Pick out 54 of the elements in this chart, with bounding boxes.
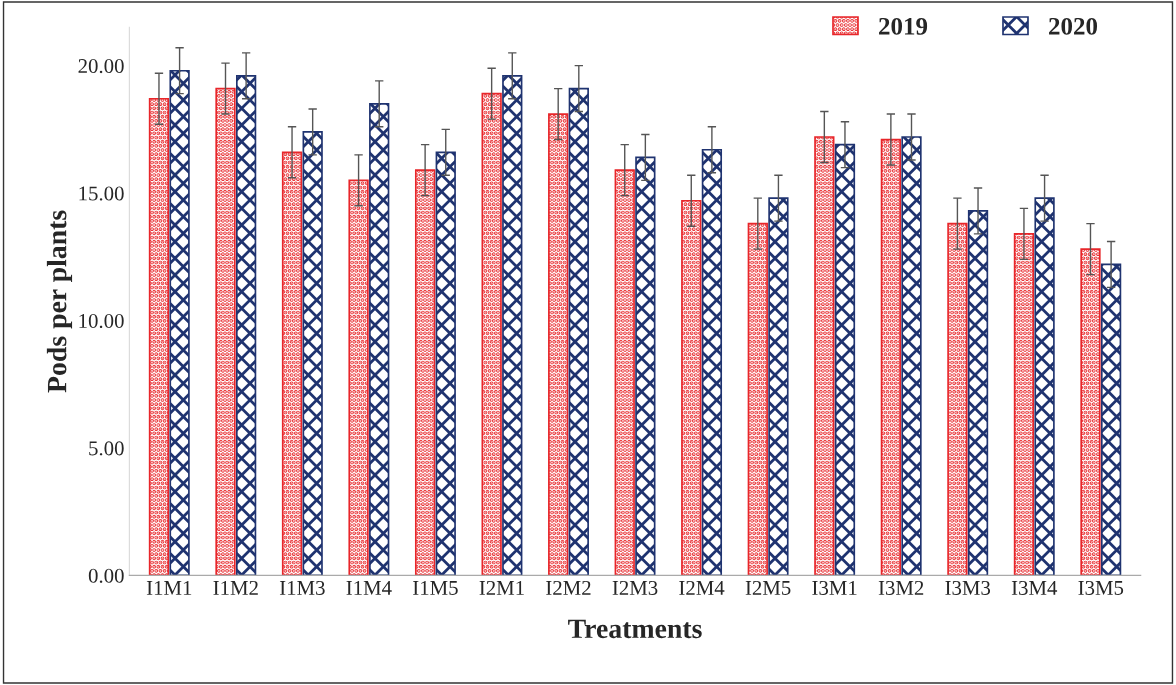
bar — [1034, 197, 1055, 576]
x-tick-label: I2M3 — [612, 580, 658, 595]
x-tick-label: I1M3 — [279, 580, 325, 595]
bar — [435, 151, 456, 576]
bar — [302, 131, 323, 576]
y-tick-label: 0.00 — [88, 568, 124, 583]
bar — [348, 179, 369, 576]
y-tick-label: 15.00 — [79, 186, 124, 201]
x-tick-label: I3M4 — [1011, 580, 1058, 595]
legend-label: 2019 — [879, 17, 928, 35]
bar — [169, 69, 190, 576]
bar — [880, 138, 902, 576]
x-tick-label: I2M1 — [479, 580, 524, 595]
y-tick-label: 10.00 — [79, 313, 124, 329]
bar — [215, 87, 236, 576]
x-tick-label: I3M5 — [1078, 580, 1124, 595]
bar — [967, 210, 989, 576]
x-tick-label: I3M2 — [878, 580, 924, 595]
x-tick-label: I1M5 — [413, 580, 458, 595]
x-tick-label: I1M4 — [346, 580, 392, 595]
bar — [901, 136, 922, 576]
x-tick-label: I3M1 — [812, 580, 857, 595]
legend-label: 2020 — [1049, 17, 1098, 35]
bar — [369, 103, 390, 576]
bar — [768, 197, 789, 576]
y-tick-label: 20.00 — [78, 59, 124, 74]
bar — [281, 151, 303, 576]
bar — [1100, 263, 1122, 576]
bar — [502, 74, 523, 576]
bar — [548, 113, 569, 576]
bar — [148, 97, 170, 576]
y-tick-label: 5.00 — [89, 441, 124, 456]
bar — [947, 222, 968, 576]
bar — [614, 169, 635, 576]
bar — [814, 136, 835, 576]
x-tick-label: I3M3 — [945, 580, 991, 595]
bar — [681, 199, 702, 576]
bar — [635, 156, 656, 576]
x-tick-label: I2M5 — [745, 580, 791, 595]
x-tick-label: I1M2 — [213, 580, 258, 595]
x-tick-label: I2M2 — [546, 580, 591, 595]
x-tick-label: I2M4 — [679, 580, 725, 595]
bar — [1013, 233, 1035, 576]
bar — [235, 74, 257, 576]
x-axis-title: Treatments — [568, 619, 702, 639]
bar — [834, 143, 856, 576]
x-tick-label: I1M1 — [146, 580, 192, 595]
bar — [701, 148, 723, 576]
bar — [1080, 248, 1101, 576]
bar — [414, 169, 436, 576]
bar — [481, 92, 502, 576]
bar — [747, 222, 768, 576]
y-axis-title: Pods per plants — [46, 210, 73, 393]
bar — [568, 87, 589, 576]
